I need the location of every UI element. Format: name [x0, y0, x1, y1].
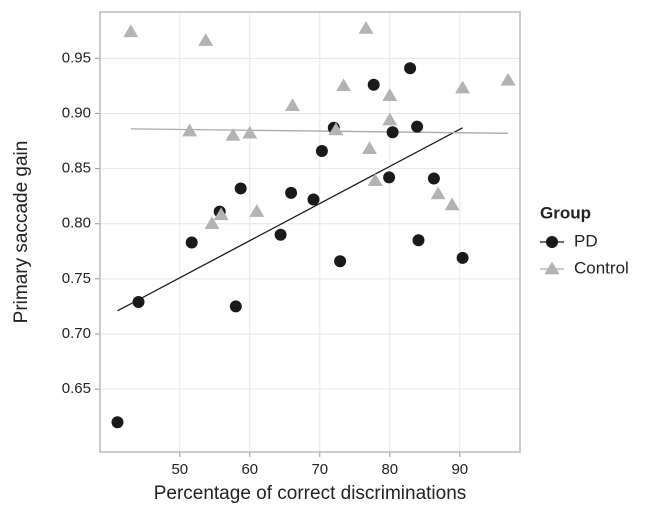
point: [198, 33, 214, 46]
point: [334, 255, 347, 268]
point: [229, 300, 242, 313]
x-axis-title: Percentage of correct discriminations: [154, 483, 467, 504]
point: [456, 251, 469, 264]
point: [307, 193, 320, 206]
y-axis-title: Primary saccade gain: [11, 141, 32, 324]
y-tick-label: 0.70: [62, 325, 91, 342]
y-tick-label: 0.95: [62, 49, 91, 66]
x-tick-label: 60: [241, 461, 258, 478]
point: [367, 173, 383, 186]
point: [411, 120, 424, 133]
point: [111, 416, 124, 429]
x-tick-label: 90: [451, 461, 468, 478]
point: [132, 296, 145, 309]
point: [383, 171, 396, 184]
point: [185, 236, 198, 249]
legend-text: PD: [574, 231, 598, 250]
point: [367, 78, 380, 91]
legend-text: Control: [574, 258, 629, 277]
plot-border: [99, 11, 521, 453]
point: [500, 72, 516, 86]
y-tick-label: 0.75: [62, 270, 91, 287]
point: [328, 122, 344, 136]
point: [455, 80, 471, 94]
point: [285, 186, 298, 199]
point: [427, 172, 440, 185]
point: [382, 88, 398, 102]
point: [362, 141, 377, 154]
y-tick-label: 0.85: [62, 160, 91, 177]
point: [274, 228, 287, 241]
point: [444, 197, 460, 211]
point: [285, 98, 300, 111]
y-tick-label: 0.65: [62, 380, 91, 397]
point: [315, 144, 328, 157]
point: [249, 204, 265, 217]
x-tick-label: 70: [311, 461, 328, 478]
fit-line: [130, 128, 509, 134]
fit-line: [117, 127, 463, 312]
point: [404, 62, 417, 75]
plot-background: [100, 12, 520, 452]
point: [213, 207, 229, 221]
point: [204, 216, 220, 229]
legend-symbol: [546, 236, 558, 248]
point: [336, 78, 352, 92]
point: [430, 186, 446, 200]
point: [234, 182, 247, 195]
point: [242, 125, 258, 139]
x-tick-label: 80: [381, 461, 398, 478]
point: [225, 128, 241, 141]
point: [182, 123, 198, 137]
y-tick-label: 0.80: [62, 215, 91, 232]
point: [123, 24, 139, 38]
legend-title: Group: [540, 203, 591, 222]
point: [382, 112, 398, 126]
y-tick-label: 0.90: [62, 104, 91, 121]
x-tick-label: 50: [171, 461, 188, 478]
point: [358, 21, 374, 34]
point: [412, 234, 425, 247]
point: [386, 126, 399, 139]
legend-symbol: [544, 261, 560, 275]
